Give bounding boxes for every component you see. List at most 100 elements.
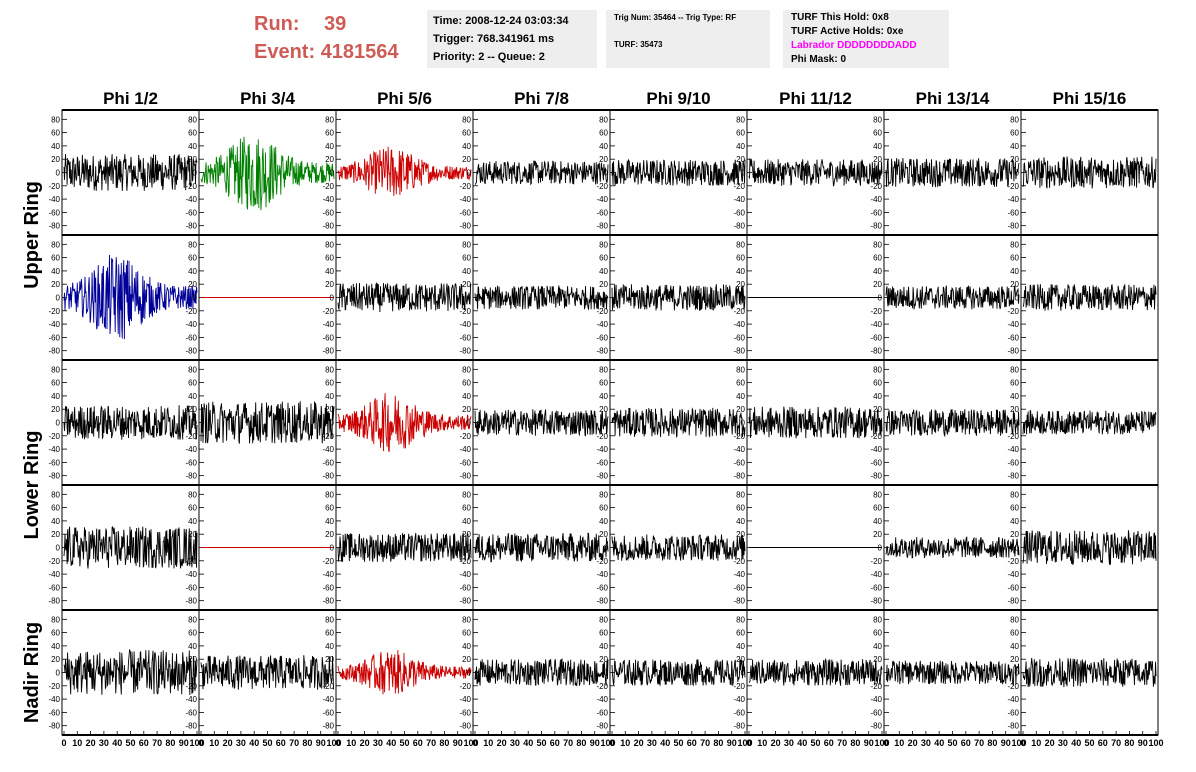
y-tick-label: 20 <box>873 280 882 289</box>
y-tick-label: 80 <box>1010 240 1019 249</box>
waveform-trace <box>885 157 1020 188</box>
y-tick-label: 20 <box>462 405 471 414</box>
y-tick-label: -20 <box>1007 557 1019 566</box>
y-tick-label: -40 <box>733 445 745 454</box>
waveform-trace <box>474 532 609 563</box>
y-tick-label: 20 <box>188 530 197 539</box>
x-tick-label: 0 <box>472 738 477 748</box>
y-tick-label: -60 <box>870 708 882 717</box>
y-tick-label: -80 <box>1007 597 1019 606</box>
x-tick-label: 90 <box>179 738 189 748</box>
y-tick-label: 20 <box>188 280 197 289</box>
y-tick-label: 20 <box>188 655 197 664</box>
y-tick-label: -60 <box>733 208 745 217</box>
y-tick-label: -60 <box>459 458 471 467</box>
y-tick-label: 40 <box>325 642 334 651</box>
y-tick-label: -60 <box>322 458 334 467</box>
y-tick-label: -60 <box>1007 458 1019 467</box>
y-tick-label: 60 <box>188 379 197 388</box>
y-tick-label: -40 <box>733 195 745 204</box>
x-tick-label: 50 <box>673 738 683 748</box>
x-tick-label: 20 <box>1045 738 1055 748</box>
y-tick-label: -80 <box>733 597 745 606</box>
y-tick-label: -40 <box>48 195 60 204</box>
y-tick-label: 20 <box>462 530 471 539</box>
x-tick-label: 90 <box>727 738 737 748</box>
y-tick-label: -20 <box>733 307 745 316</box>
x-tick-label: 60 <box>687 738 697 748</box>
y-tick-label: -60 <box>596 708 608 717</box>
y-tick-label: -60 <box>459 333 471 342</box>
y-tick-label: -40 <box>459 195 471 204</box>
y-tick-label: -60 <box>870 333 882 342</box>
y-tick-label: 80 <box>51 365 60 374</box>
y-tick-label: 0 <box>56 669 61 678</box>
y-tick-label: -40 <box>48 695 60 704</box>
waveform-trace <box>63 526 198 569</box>
y-tick-label: -20 <box>322 557 334 566</box>
waveform-panel: -80 -60 -40 -20 0 20 40 60 80 <box>596 484 748 611</box>
x-tick-label: 80 <box>1124 738 1134 748</box>
waveform-panel: -80 -60 -40 -20 0 20 40 60 80 <box>870 234 1022 361</box>
y-tick-label: -20 <box>733 557 745 566</box>
y-tick-label: 60 <box>736 254 745 263</box>
x-tick-label: 100 <box>737 738 752 748</box>
x-tick-label: 40 <box>523 738 533 748</box>
y-tick-label: -20 <box>1007 682 1019 691</box>
y-tick-label: 60 <box>51 254 60 263</box>
y-tick-label: -60 <box>596 208 608 217</box>
y-tick-label: 0 <box>878 669 883 678</box>
y-tick-label: 0 <box>330 544 335 553</box>
y-tick-label: -40 <box>322 445 334 454</box>
y-tick-label: 80 <box>462 115 471 124</box>
time-text: Time: 2008-12-24 03:03:34 <box>433 15 569 27</box>
y-tick-label: 40 <box>462 142 471 151</box>
y-tick-label: 80 <box>736 490 745 499</box>
y-tick-label: 20 <box>1010 655 1019 664</box>
y-tick-label: 0 <box>56 419 61 428</box>
waveform-panel: -80 -60 -40 -20 0 20 40 60 80 <box>870 359 1022 486</box>
y-tick-label: 40 <box>599 142 608 151</box>
y-tick-label: -20 <box>1007 432 1019 441</box>
y-tick-label: -40 <box>596 445 608 454</box>
y-tick-label: 80 <box>51 240 60 249</box>
y-tick-label: 0 <box>741 294 746 303</box>
x-tick-label: 10 <box>894 738 904 748</box>
y-tick-label: 60 <box>188 129 197 138</box>
y-tick-label: -80 <box>733 722 745 731</box>
x-tick-label: 30 <box>510 738 520 748</box>
waveform-trace <box>1022 409 1157 435</box>
x-tick-label: 30 <box>784 738 794 748</box>
y-tick-label: 20 <box>873 155 882 164</box>
y-tick-label: -60 <box>596 458 608 467</box>
x-tick-label: 50 <box>947 738 957 748</box>
y-tick-label: 40 <box>873 142 882 151</box>
waveform-panel: -80 -60 -40 -20 0 20 40 60 80 <box>459 234 611 361</box>
x-tick-label: 20 <box>634 738 644 748</box>
y-tick-label: 80 <box>325 115 334 124</box>
y-tick-label: -40 <box>322 320 334 329</box>
y-tick-label: -20 <box>459 432 471 441</box>
y-tick-label: 40 <box>188 392 197 401</box>
y-tick-label: 20 <box>462 655 471 664</box>
x-tick-label: 70 <box>974 738 984 748</box>
x-tick-label: 60 <box>824 738 834 748</box>
y-tick-label: 40 <box>325 517 334 526</box>
y-tick-label: 60 <box>51 504 60 513</box>
y-tick-label: 0 <box>1015 169 1020 178</box>
waveform-trace <box>63 254 198 340</box>
y-tick-label: 60 <box>599 129 608 138</box>
x-tick-label: 90 <box>590 738 600 748</box>
y-tick-label: 80 <box>1010 115 1019 124</box>
waveform-panel: -80 -60 -40 -20 0 20 40 60 80 <box>459 359 611 486</box>
y-tick-label: -80 <box>733 222 745 231</box>
y-tick-label: 20 <box>736 530 745 539</box>
y-tick-label: 40 <box>736 642 745 651</box>
y-tick-label: -80 <box>733 472 745 481</box>
y-tick-label: 0 <box>193 294 198 303</box>
y-tick-label: 80 <box>873 115 882 124</box>
column-title: Phi 11/12 <box>779 89 852 108</box>
waveform-panel: -80 -60 -40 -20 0 20 40 60 80 <box>733 234 885 361</box>
y-tick-label: 0 <box>1015 669 1020 678</box>
